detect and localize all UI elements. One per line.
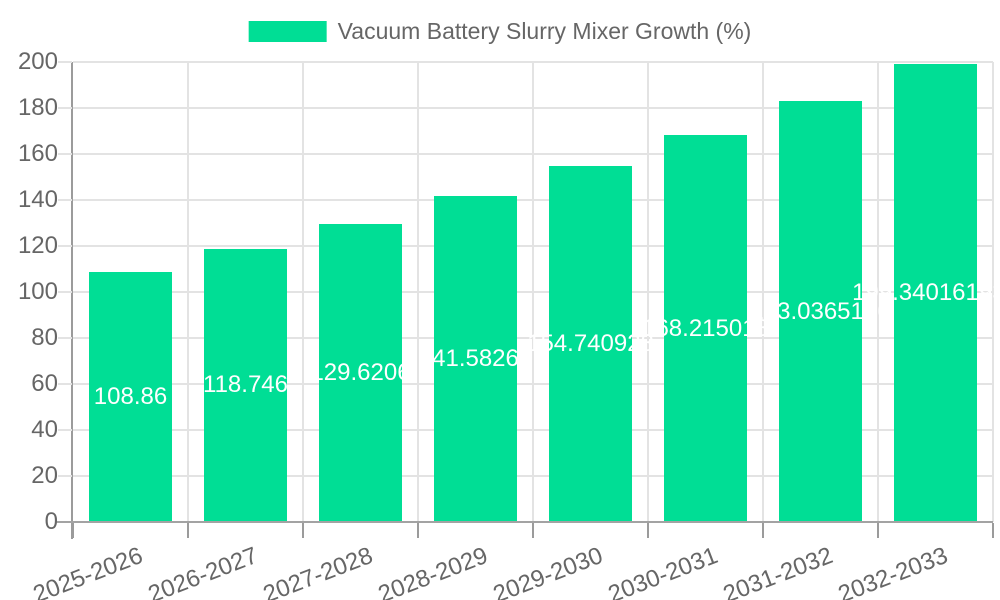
gridline-horizontal bbox=[73, 107, 993, 109]
y-axis-tick bbox=[58, 61, 72, 63]
gridline-horizontal bbox=[73, 337, 993, 339]
x-axis-tick bbox=[877, 523, 879, 538]
y-tick-label: 180 bbox=[17, 94, 58, 121]
x-axis-tick bbox=[992, 523, 994, 538]
y-axis-tick bbox=[58, 429, 72, 431]
bar-value-label: 129.6206 bbox=[310, 358, 411, 386]
legend-swatch-icon bbox=[248, 21, 327, 42]
gridline-horizontal bbox=[73, 475, 993, 477]
x-tick-label: 2028-2029 bbox=[374, 542, 492, 600]
y-tick-label: 160 bbox=[17, 140, 58, 167]
bar[interactable] bbox=[894, 63, 977, 522]
gridline-vertical bbox=[762, 62, 764, 522]
y-axis-tick bbox=[58, 199, 72, 201]
y-tick-label: 120 bbox=[17, 232, 58, 259]
x-tick-label: 2027-2028 bbox=[259, 542, 377, 600]
gridline-horizontal bbox=[73, 291, 993, 293]
bar-value-label: 199.340161934 bbox=[852, 278, 1000, 306]
gridline-vertical bbox=[532, 62, 534, 522]
bar-value-label: 154.740928 bbox=[527, 330, 654, 358]
bar[interactable] bbox=[89, 271, 172, 522]
x-axis-line bbox=[57, 521, 993, 523]
y-tick-label: 40 bbox=[31, 416, 58, 443]
gridline-horizontal bbox=[73, 245, 993, 247]
gridline-vertical bbox=[302, 62, 304, 522]
x-axis-tick bbox=[417, 523, 419, 538]
gridline-vertical bbox=[992, 62, 994, 522]
bar[interactable] bbox=[549, 166, 632, 522]
bar[interactable] bbox=[204, 248, 287, 522]
legend-item[interactable]: Vacuum Battery Slurry Mixer Growth (%) bbox=[248, 18, 752, 45]
gridline-vertical bbox=[877, 62, 879, 522]
legend-label: Vacuum Battery Slurry Mixer Growth (%) bbox=[337, 18, 752, 44]
y-tick-label: 100 bbox=[17, 278, 58, 305]
x-tick-label: 2032-2033 bbox=[834, 542, 952, 600]
bar-value-label: 108.86 bbox=[93, 382, 168, 410]
y-axis-line bbox=[71, 62, 73, 539]
y-axis-tick bbox=[58, 107, 72, 109]
y-axis-tick bbox=[58, 291, 72, 293]
x-axis-tick bbox=[187, 523, 189, 538]
y-axis-tick bbox=[58, 337, 72, 339]
y-tick-label: 20 bbox=[31, 462, 58, 489]
bar-value-label: 183.0365166 bbox=[750, 297, 891, 325]
y-axis-tick bbox=[58, 153, 72, 155]
y-axis-tick bbox=[58, 383, 72, 385]
gridline-vertical bbox=[417, 62, 419, 522]
gridline-vertical bbox=[647, 62, 649, 522]
x-axis-tick bbox=[532, 523, 534, 538]
x-axis-tick bbox=[302, 523, 304, 538]
bar-value-label: 141.58265 bbox=[418, 345, 533, 373]
bar-value-label: 118.746 bbox=[203, 371, 288, 399]
gridline-horizontal bbox=[73, 383, 993, 385]
x-tick-label: 2031-2032 bbox=[719, 542, 837, 600]
y-tick-label: 140 bbox=[17, 186, 58, 213]
x-tick-label: 2029-2030 bbox=[489, 542, 607, 600]
y-tick-label: 60 bbox=[31, 370, 58, 397]
x-axis-tick bbox=[647, 523, 649, 538]
gridline-horizontal bbox=[73, 153, 993, 155]
gridline-vertical bbox=[187, 62, 189, 522]
y-tick-label: 80 bbox=[31, 324, 58, 351]
gridline-horizontal bbox=[73, 429, 993, 431]
gridline-horizontal bbox=[73, 61, 993, 63]
bar[interactable] bbox=[319, 223, 402, 522]
bar-value-label: 168.215018 bbox=[642, 314, 769, 342]
y-tick-label: 0 bbox=[44, 508, 58, 535]
y-axis-tick bbox=[58, 475, 72, 477]
y-tick-label: 200 bbox=[17, 48, 58, 75]
y-axis-tick bbox=[58, 245, 72, 247]
gridline-horizontal bbox=[73, 199, 993, 201]
bar[interactable] bbox=[664, 135, 747, 522]
bar[interactable] bbox=[434, 196, 517, 522]
x-axis-tick bbox=[762, 523, 764, 538]
x-tick-label: 2026-2027 bbox=[144, 542, 262, 600]
x-tick-label: 2025-2026 bbox=[29, 542, 147, 600]
bar[interactable] bbox=[779, 101, 862, 522]
x-tick-label: 2030-2031 bbox=[604, 542, 722, 600]
